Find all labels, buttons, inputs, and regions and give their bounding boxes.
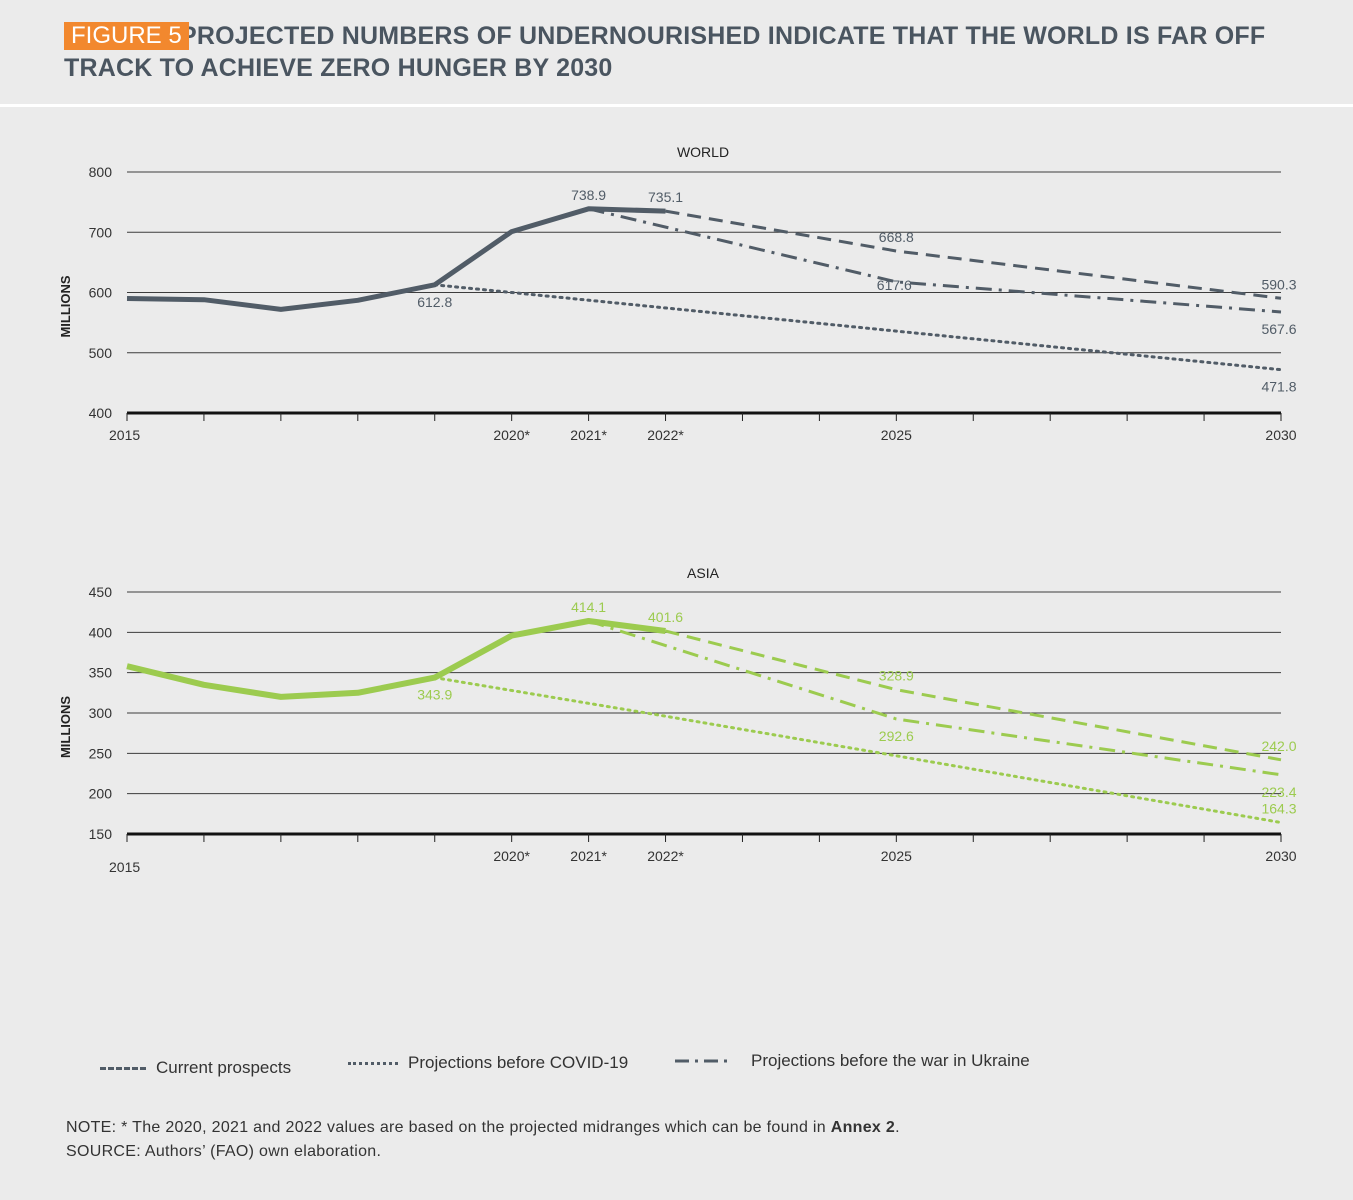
world-ytick-label: 500: [89, 345, 113, 361]
asia-ytick-label: 350: [89, 665, 113, 681]
world-data-label: 612.8: [417, 294, 452, 310]
legend-label-current: Current prospects: [156, 1058, 292, 1077]
world-ytick-label: 700: [89, 224, 113, 240]
figure-note: NOTE: * The 2020, 2021 and 2022 values a…: [66, 1116, 1316, 1164]
asia-y-axis-label: MILLIONS: [58, 696, 73, 758]
legend-label-covid: Projections before COVID-19: [408, 1053, 629, 1072]
world-ytick-label: 600: [89, 285, 113, 301]
legend-label-ukraine: Projections before the war in Ukraine: [751, 1051, 1030, 1070]
legend-swatch-dashdot: [675, 1059, 731, 1063]
asia-ytick-label: 300: [89, 705, 113, 721]
world-data-label: 738.9: [571, 187, 606, 203]
asia-data-label: 164.3: [1261, 800, 1296, 816]
annex-link[interactable]: Annex 2: [830, 1119, 896, 1136]
asia-data-label: 414.1: [571, 599, 606, 615]
legend-swatch-dashed: [100, 1066, 146, 1070]
world-chart-title: WORLD: [677, 144, 729, 160]
world-data-label: 735.1: [648, 189, 683, 205]
figure-badge: FIGURE 5: [64, 22, 189, 50]
world-xtick-label: 2021*: [570, 427, 607, 443]
world-data-label: 617.6: [877, 277, 912, 293]
world-series-dotted: [433, 283, 1283, 372]
legend-swatch-dotted: [348, 1061, 398, 1065]
asia-ytick-label: 150: [89, 826, 113, 842]
asia-data-label: 292.6: [879, 728, 914, 744]
note-suffix: .: [895, 1119, 900, 1136]
asia-ytick-label: 200: [89, 786, 113, 802]
asia-xtick-label: 2030: [1265, 848, 1296, 864]
world-series-dashed: [665, 209, 1282, 300]
asia-xtick-label: 2025: [881, 848, 912, 864]
world-ytick-label: 800: [89, 164, 113, 180]
asia-ytick-label: 400: [89, 624, 113, 640]
world-xtick-label: 2015: [109, 427, 140, 443]
charts-canvas: 400 500 600 700 800 2015 2020* 2021* 2022* 2025 20…: [58, 144, 1297, 875]
asia-data-label: 328.9: [879, 668, 914, 684]
legend-item-covid: Projections before COVID-19: [348, 1053, 628, 1073]
world-data-label: 668.8: [879, 229, 914, 245]
asia-ytick-label: 450: [89, 584, 113, 600]
asia-data-label: 343.9: [417, 687, 452, 703]
world-ytick-label: 400: [89, 405, 113, 421]
world-xtick-label: 2030: [1265, 427, 1296, 443]
legend-item-ukraine: Projections before the war in Ukraine: [675, 1051, 1030, 1071]
asia-data-label: 242.0: [1261, 738, 1296, 754]
asia-series-dashdot: [588, 619, 1282, 777]
asia-xtick-label: 2015: [109, 859, 140, 875]
world-data-label: 590.3: [1261, 276, 1296, 292]
asia-data-label: 223.4: [1261, 784, 1296, 800]
figure-title: PROJECTED NUMBERS OF UNDERNOURISHED INDI…: [64, 22, 1266, 82]
world-data-label: 471.8: [1261, 379, 1296, 395]
asia-data-label: 401.6: [648, 609, 683, 625]
asia-xtick-label: 2022*: [647, 848, 684, 864]
asia-series-dashed: [665, 629, 1282, 762]
world-xtick-label: 2020*: [493, 427, 530, 443]
asia-xtick-label: 2020*: [493, 848, 530, 864]
world-xtick-label: 2022*: [647, 427, 684, 443]
world-data-label: 567.6: [1261, 321, 1296, 337]
world-series-solid: [126, 206, 666, 312]
asia-chart-title: ASIA: [687, 565, 720, 581]
source-line: SOURCE: Authors’ (FAO) own elaboration.: [66, 1143, 382, 1160]
world-series-dashdot: [588, 207, 1282, 314]
legend: Current prospects Projections before COV…: [100, 1048, 1100, 1088]
legend-item-current: Current prospects: [100, 1058, 291, 1078]
world-y-axis-label: MILLIONS: [58, 275, 73, 337]
note-line: NOTE: * The 2020, 2021 and 2022 values a…: [66, 1116, 1316, 1140]
figure-header: PROJECTED NUMBERS OF UNDERNOURISHED INDI…: [0, 0, 1353, 107]
asia-series-dotted: [433, 676, 1283, 824]
asia-ytick-label: 250: [89, 745, 113, 761]
world-xtick-label: 2025: [881, 427, 912, 443]
asia-xtick-label: 2021*: [570, 848, 607, 864]
note-prefix: NOTE: * The 2020, 2021 and 2022 values a…: [66, 1119, 831, 1136]
asia-series-solid: [126, 618, 666, 700]
